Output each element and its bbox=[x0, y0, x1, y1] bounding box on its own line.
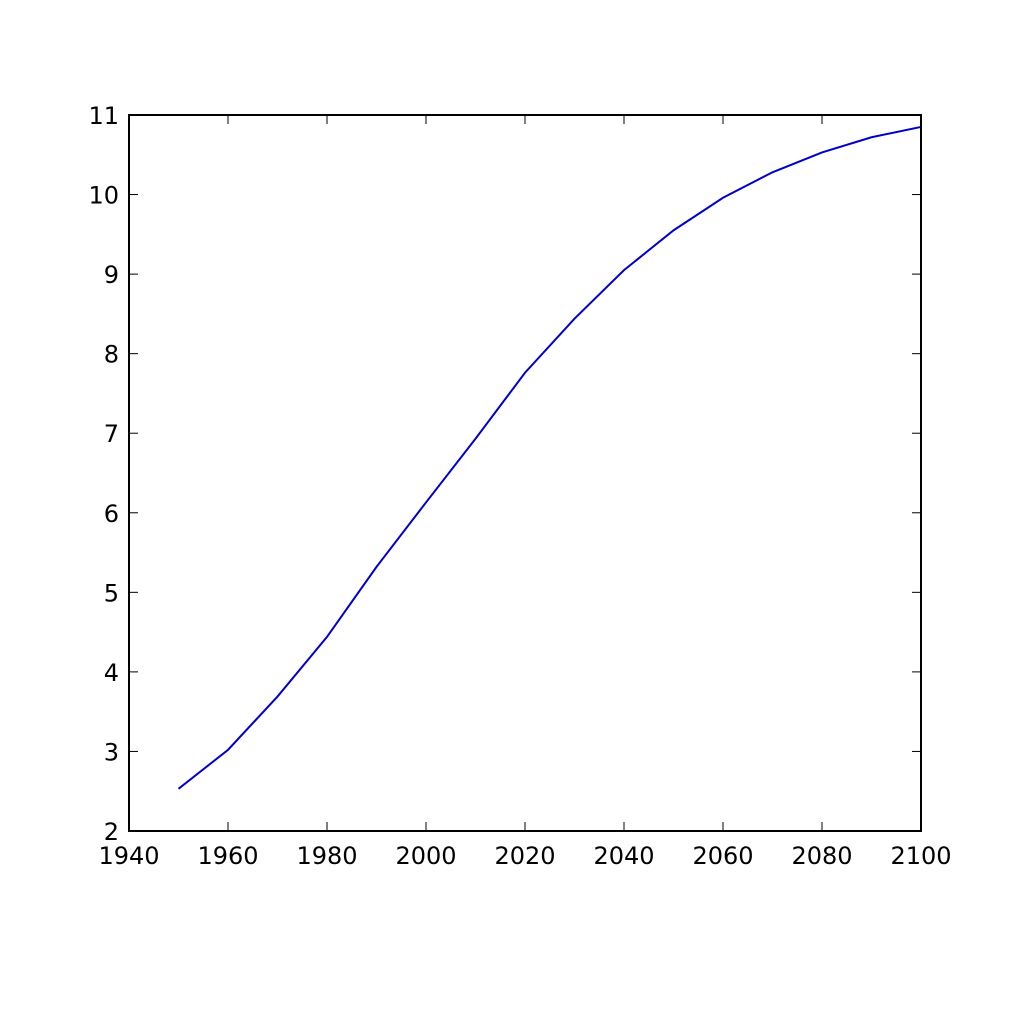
plot-frame bbox=[128, 114, 922, 832]
x-tick-label: 1940 bbox=[98, 842, 159, 870]
y-tick-label: 5 bbox=[104, 579, 119, 607]
y-tick-label: 11 bbox=[88, 102, 119, 130]
y-tick-label: 9 bbox=[104, 261, 119, 289]
y-tick-label: 8 bbox=[104, 341, 119, 369]
x-tick-label: 2100 bbox=[890, 842, 951, 870]
y-tick-label: 7 bbox=[104, 420, 119, 448]
data-line bbox=[177, 125, 922, 790]
y-tick-label: 3 bbox=[104, 738, 119, 766]
y-tick-label: 6 bbox=[104, 500, 119, 528]
y-tick-label: 10 bbox=[88, 182, 119, 210]
x-tick-label: 2040 bbox=[593, 842, 654, 870]
x-tick-label: 2080 bbox=[791, 842, 852, 870]
x-tick-label: 1960 bbox=[197, 842, 258, 870]
x-tick-label: 2020 bbox=[494, 842, 555, 870]
x-tick-label: 1980 bbox=[296, 842, 357, 870]
y-tick-label: 2 bbox=[104, 818, 119, 846]
x-tick-label: 2060 bbox=[692, 842, 753, 870]
y-tick-label: 4 bbox=[104, 659, 119, 687]
x-tick-label: 2000 bbox=[395, 842, 456, 870]
